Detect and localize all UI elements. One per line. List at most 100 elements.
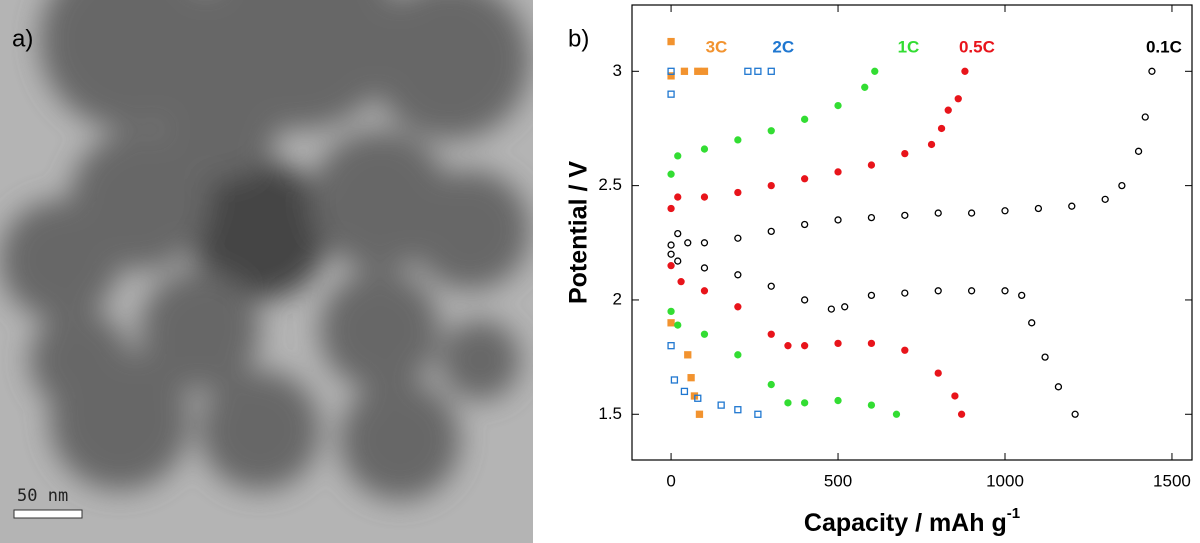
- data-point: [1001, 287, 1009, 295]
- data-point: [754, 410, 762, 418]
- panel-label: b): [568, 25, 589, 52]
- data-point: [694, 394, 702, 402]
- data-point: [694, 67, 702, 75]
- data-point: [734, 188, 742, 197]
- data-point: [767, 127, 775, 135]
- scale-bar-label: 50 nm: [17, 486, 68, 506]
- data-point: [684, 351, 692, 359]
- x-tick-label: 1000: [986, 471, 1024, 490]
- y-axis-label: Potential / V: [565, 161, 593, 304]
- data-point: [667, 241, 675, 249]
- data-point: [700, 287, 709, 295]
- data-point: [800, 115, 809, 123]
- data-point: [1034, 204, 1043, 213]
- data-point: [700, 67, 709, 75]
- data-point: [667, 72, 675, 80]
- data-point: [961, 67, 969, 75]
- data-point: [667, 67, 675, 75]
- data-point: [867, 401, 876, 409]
- data-point: [800, 296, 809, 304]
- data-point: [767, 330, 775, 338]
- data-point: [901, 346, 909, 354]
- data-point: [670, 376, 679, 384]
- chart: b) 0 500 1000 1500 1.5 2 2.5 3 Capacity / mAh g-1…: [565, 4, 1193, 537]
- data-point: [717, 401, 725, 409]
- data-point: [734, 271, 742, 279]
- data-point: [927, 140, 936, 149]
- data-point: [734, 303, 742, 311]
- series-label: 1C: [898, 37, 920, 56]
- data-point: [667, 204, 675, 213]
- data-point: [1018, 291, 1026, 300]
- data-point: [1054, 383, 1063, 391]
- data-point: [767, 67, 775, 75]
- data-point: [744, 67, 752, 75]
- data-point: [667, 262, 675, 270]
- y-tick-label: 1.5: [598, 404, 622, 423]
- x-tick-label: 1500: [1153, 471, 1191, 490]
- data-point: [827, 305, 836, 313]
- data-point: [674, 321, 682, 329]
- data-point: [684, 239, 692, 247]
- data-point: [674, 193, 682, 201]
- data-point: [1028, 319, 1036, 327]
- data-point: [700, 264, 709, 272]
- data-point: [767, 227, 775, 236]
- data-point: [1041, 353, 1049, 361]
- data-point: [700, 239, 709, 247]
- data-point: [734, 136, 742, 144]
- data-point: [1001, 207, 1009, 215]
- x-axis-label-sup: -1: [1007, 505, 1020, 522]
- data-point: [834, 339, 842, 348]
- data-point: [867, 161, 876, 169]
- data-point: [871, 67, 879, 75]
- data-point: [784, 399, 792, 407]
- data-point: [695, 410, 704, 418]
- data-point: [901, 211, 909, 220]
- x-tick-label: 0: [666, 471, 675, 490]
- data-point: [934, 209, 942, 217]
- data-point: [834, 168, 842, 176]
- data-point: [687, 374, 695, 382]
- data-point: [700, 330, 709, 338]
- panel-label: a): [12, 25, 33, 52]
- data-point: [1118, 181, 1126, 190]
- data-point: [954, 95, 962, 103]
- data-point: [867, 339, 876, 348]
- data-point: [967, 209, 976, 217]
- data-point: [934, 369, 942, 377]
- data-point: [800, 220, 809, 229]
- data-point: [937, 124, 946, 133]
- y-tick-label: 3: [613, 61, 622, 80]
- data-point: [700, 193, 709, 201]
- data-point: [800, 342, 809, 350]
- data-point: [1141, 113, 1149, 121]
- data-point: [901, 289, 909, 297]
- data-point: [1071, 410, 1079, 418]
- data-point: [667, 90, 675, 98]
- data-point: [834, 396, 842, 405]
- data-point: [667, 342, 675, 350]
- data-point: [861, 83, 869, 91]
- tem-image: [0, 0, 533, 543]
- data-point: [784, 342, 792, 350]
- data-point: [967, 287, 976, 295]
- data-point: [667, 37, 675, 46]
- data-point: [951, 392, 959, 400]
- data-point: [754, 67, 762, 75]
- data-point: [700, 145, 709, 153]
- x-axis-label-text: Capacity / mAh g: [804, 509, 1007, 537]
- data-point: [767, 282, 775, 290]
- data-point: [767, 380, 775, 389]
- data-point: [957, 410, 966, 418]
- y-tick-label: 2.5: [598, 175, 622, 194]
- data-point: [867, 291, 876, 300]
- data-point: [767, 181, 775, 190]
- data-point: [734, 234, 742, 242]
- data-point: [667, 319, 675, 327]
- data-point: [674, 257, 682, 265]
- data-point: [1101, 195, 1109, 203]
- data-point: [677, 278, 685, 286]
